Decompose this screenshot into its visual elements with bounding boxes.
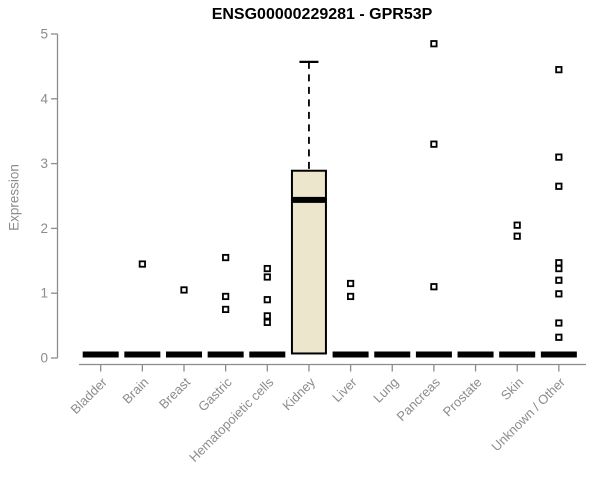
outlier-point xyxy=(430,283,438,291)
outlier-point xyxy=(263,296,271,304)
x-tick-label-kidney: Kidney xyxy=(279,374,318,413)
outlier-point xyxy=(222,292,230,301)
x-tick-label-skin: Skin xyxy=(498,375,526,403)
outlier-point xyxy=(555,333,563,341)
x-tick-label-lung: Lung xyxy=(370,375,401,406)
outlier-point xyxy=(555,319,563,327)
x-tick-label-brain: Brain xyxy=(119,375,151,407)
y-tick-label: 2 xyxy=(40,221,48,236)
outlier-point xyxy=(263,273,271,281)
x-tick-label-pancreas: Pancreas xyxy=(394,374,444,424)
outlier-point xyxy=(555,264,563,273)
y-tick-label: 3 xyxy=(40,156,48,171)
outlier-point xyxy=(555,276,563,284)
y-tick-label: 0 xyxy=(40,351,48,366)
box-skin xyxy=(499,351,536,358)
y-tick-label: 5 xyxy=(40,27,48,42)
outlier-point xyxy=(513,221,521,229)
chart-title: ENSG00000229281 - GPR53P xyxy=(211,6,433,23)
outlier-point xyxy=(263,264,271,273)
outlier-point xyxy=(513,232,521,240)
x-tick-label-prostate: Prostate xyxy=(440,375,485,420)
x-tick-label-breast: Breast xyxy=(156,374,193,411)
outlier-point xyxy=(180,286,188,294)
outlier-point xyxy=(555,290,563,298)
outlier-point xyxy=(346,292,355,301)
box-bladder xyxy=(82,351,119,358)
box-pancreas xyxy=(415,351,452,358)
box-brain xyxy=(124,351,161,358)
x-tick-label-gastric: Gastric xyxy=(195,374,235,414)
outlier-point xyxy=(430,140,438,148)
box-prostate xyxy=(457,351,494,358)
x-tick-label-bladder: Bladder xyxy=(68,374,111,417)
outlier-point xyxy=(555,182,563,190)
x-tick-label-liver: Liver xyxy=(329,374,360,405)
median-line-kidney xyxy=(291,196,326,203)
outlier-point xyxy=(138,260,146,268)
box-hematopoietic-cells xyxy=(249,351,286,358)
outlier-point xyxy=(555,153,563,161)
box-breast xyxy=(166,351,202,358)
y-tick-label: 1 xyxy=(40,286,48,301)
outlier-point xyxy=(555,66,563,74)
outlier-point xyxy=(346,279,355,288)
outlier-point xyxy=(555,259,563,267)
box-gastric xyxy=(207,351,244,358)
box-unknown-other xyxy=(540,351,577,358)
outlier-point xyxy=(222,253,230,262)
outlier-point xyxy=(222,305,230,314)
outlier-point xyxy=(263,318,271,326)
y-tick-label: 4 xyxy=(40,91,48,106)
outlier-point xyxy=(263,312,271,320)
box-liver xyxy=(332,351,369,358)
outlier-point xyxy=(430,40,438,48)
x-tick-label-unknown-other: Unknown / Other xyxy=(488,374,568,454)
box-lung xyxy=(374,351,411,358)
